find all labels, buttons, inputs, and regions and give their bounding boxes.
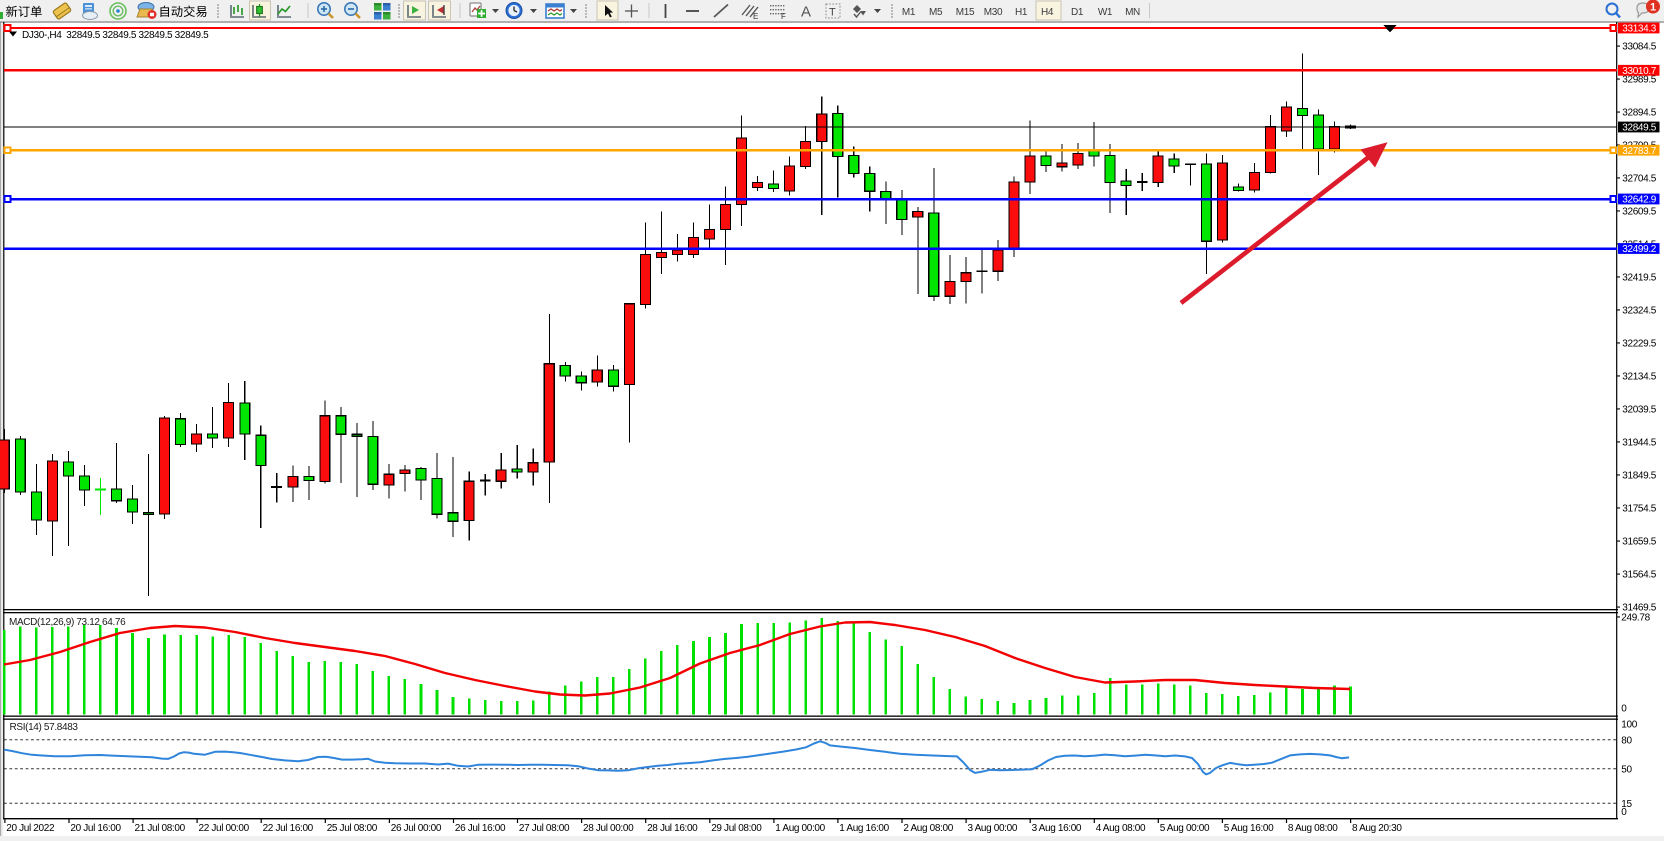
svg-text:31944.5: 31944.5 (1622, 438, 1656, 449)
svg-text:H1: H1 (1015, 7, 1028, 18)
svg-text:M30: M30 (984, 7, 1003, 18)
svg-text:32849.5: 32849.5 (1622, 123, 1656, 134)
svg-text:8 Aug 08:00: 8 Aug 08:00 (1288, 823, 1338, 834)
svg-text:22 Jul 00:00: 22 Jul 00:00 (199, 823, 250, 834)
svg-text:F: F (781, 12, 786, 21)
svg-text:4 Aug 08:00: 4 Aug 08:00 (1096, 823, 1146, 834)
svg-text:RSI(14) 57.8483: RSI(14) 57.8483 (10, 722, 79, 733)
svg-text:32499.2: 32499.2 (1622, 244, 1656, 255)
svg-text:32324.5: 32324.5 (1622, 306, 1656, 317)
svg-text:20 Jul 16:00: 20 Jul 16:00 (70, 823, 121, 834)
svg-text:32229.5: 32229.5 (1622, 339, 1656, 350)
svg-text:D1: D1 (1071, 7, 1084, 18)
svg-text:H4: H4 (1041, 7, 1054, 18)
svg-text:32894.5: 32894.5 (1622, 108, 1656, 119)
svg-text:32783.7: 32783.7 (1622, 146, 1656, 157)
svg-text:28 Jul 16:00: 28 Jul 16:00 (647, 823, 698, 834)
svg-text:31849.5: 31849.5 (1622, 471, 1656, 482)
svg-text:31469.5: 31469.5 (1622, 603, 1656, 614)
svg-text:32039.5: 32039.5 (1622, 405, 1656, 416)
svg-text:80: 80 (1621, 735, 1632, 746)
svg-text:20 Jul 2022: 20 Jul 2022 (6, 823, 55, 834)
svg-text:31754.5: 31754.5 (1622, 504, 1656, 515)
svg-text:28 Jul 00:00: 28 Jul 00:00 (583, 823, 634, 834)
svg-text:31564.5: 31564.5 (1622, 570, 1656, 581)
svg-text:26 Jul 00:00: 26 Jul 00:00 (391, 823, 442, 834)
svg-text:MN: MN (1125, 7, 1140, 18)
svg-text:E: E (753, 12, 758, 21)
svg-text:25 Jul 08:00: 25 Jul 08:00 (327, 823, 378, 834)
svg-text:32134.5: 32134.5 (1622, 372, 1656, 383)
svg-text:31659.5: 31659.5 (1622, 537, 1656, 548)
svg-text:0: 0 (1621, 704, 1627, 715)
svg-text:MACD(12,26,9) 73.12 64.76: MACD(12,26,9) 73.12 64.76 (9, 617, 126, 628)
svg-text:27 Jul 08:00: 27 Jul 08:00 (519, 823, 570, 834)
svg-text:32642.9: 32642.9 (1622, 195, 1656, 206)
svg-text:M1: M1 (902, 7, 916, 18)
svg-text:5 Aug 16:00: 5 Aug 16:00 (1224, 823, 1274, 834)
svg-text:1: 1 (1650, 2, 1656, 14)
svg-text:M5: M5 (929, 7, 943, 18)
svg-text:21 Jul 08:00: 21 Jul 08:00 (135, 823, 186, 834)
svg-text:3 Aug 00:00: 3 Aug 00:00 (968, 823, 1018, 834)
svg-text:33010.7: 33010.7 (1622, 66, 1656, 77)
svg-text:32704.5: 32704.5 (1622, 174, 1656, 185)
svg-text:15: 15 (1621, 799, 1632, 810)
svg-text:32989.5: 32989.5 (1622, 75, 1656, 86)
svg-text:8 Aug 20:30: 8 Aug 20:30 (1352, 823, 1402, 834)
svg-text:2 Aug 08:00: 2 Aug 08:00 (903, 823, 953, 834)
svg-text:5 Aug 00:00: 5 Aug 00:00 (1160, 823, 1210, 834)
svg-text:1 Aug 16:00: 1 Aug 16:00 (839, 823, 889, 834)
svg-text:50: 50 (1621, 764, 1632, 775)
svg-text:A: A (801, 4, 811, 21)
svg-text:1 Aug 00:00: 1 Aug 00:00 (775, 823, 825, 834)
svg-text:22 Jul 16:00: 22 Jul 16:00 (263, 823, 314, 834)
svg-text:100: 100 (1621, 720, 1637, 731)
svg-text:0: 0 (1621, 807, 1627, 818)
svg-text:T: T (829, 7, 836, 19)
svg-text:29 Jul 08:00: 29 Jul 08:00 (711, 823, 762, 834)
svg-text:249.78: 249.78 (1621, 613, 1650, 624)
svg-text:32609.5: 32609.5 (1622, 207, 1656, 218)
svg-text:33084.5: 33084.5 (1622, 42, 1656, 53)
svg-text:32419.5: 32419.5 (1622, 273, 1656, 284)
svg-text:W1: W1 (1098, 7, 1113, 18)
svg-text:3 Aug 16:00: 3 Aug 16:00 (1032, 823, 1082, 834)
svg-text:DJ30-,H4 32849.5 32849.5 3284: DJ30-,H4 32849.5 32849.5 32849.5 32849.5 (22, 30, 209, 41)
svg-text:33134.3: 33134.3 (1622, 24, 1656, 35)
svg-text:M15: M15 (956, 7, 975, 18)
svg-text:26 Jul 16:00: 26 Jul 16:00 (455, 823, 506, 834)
